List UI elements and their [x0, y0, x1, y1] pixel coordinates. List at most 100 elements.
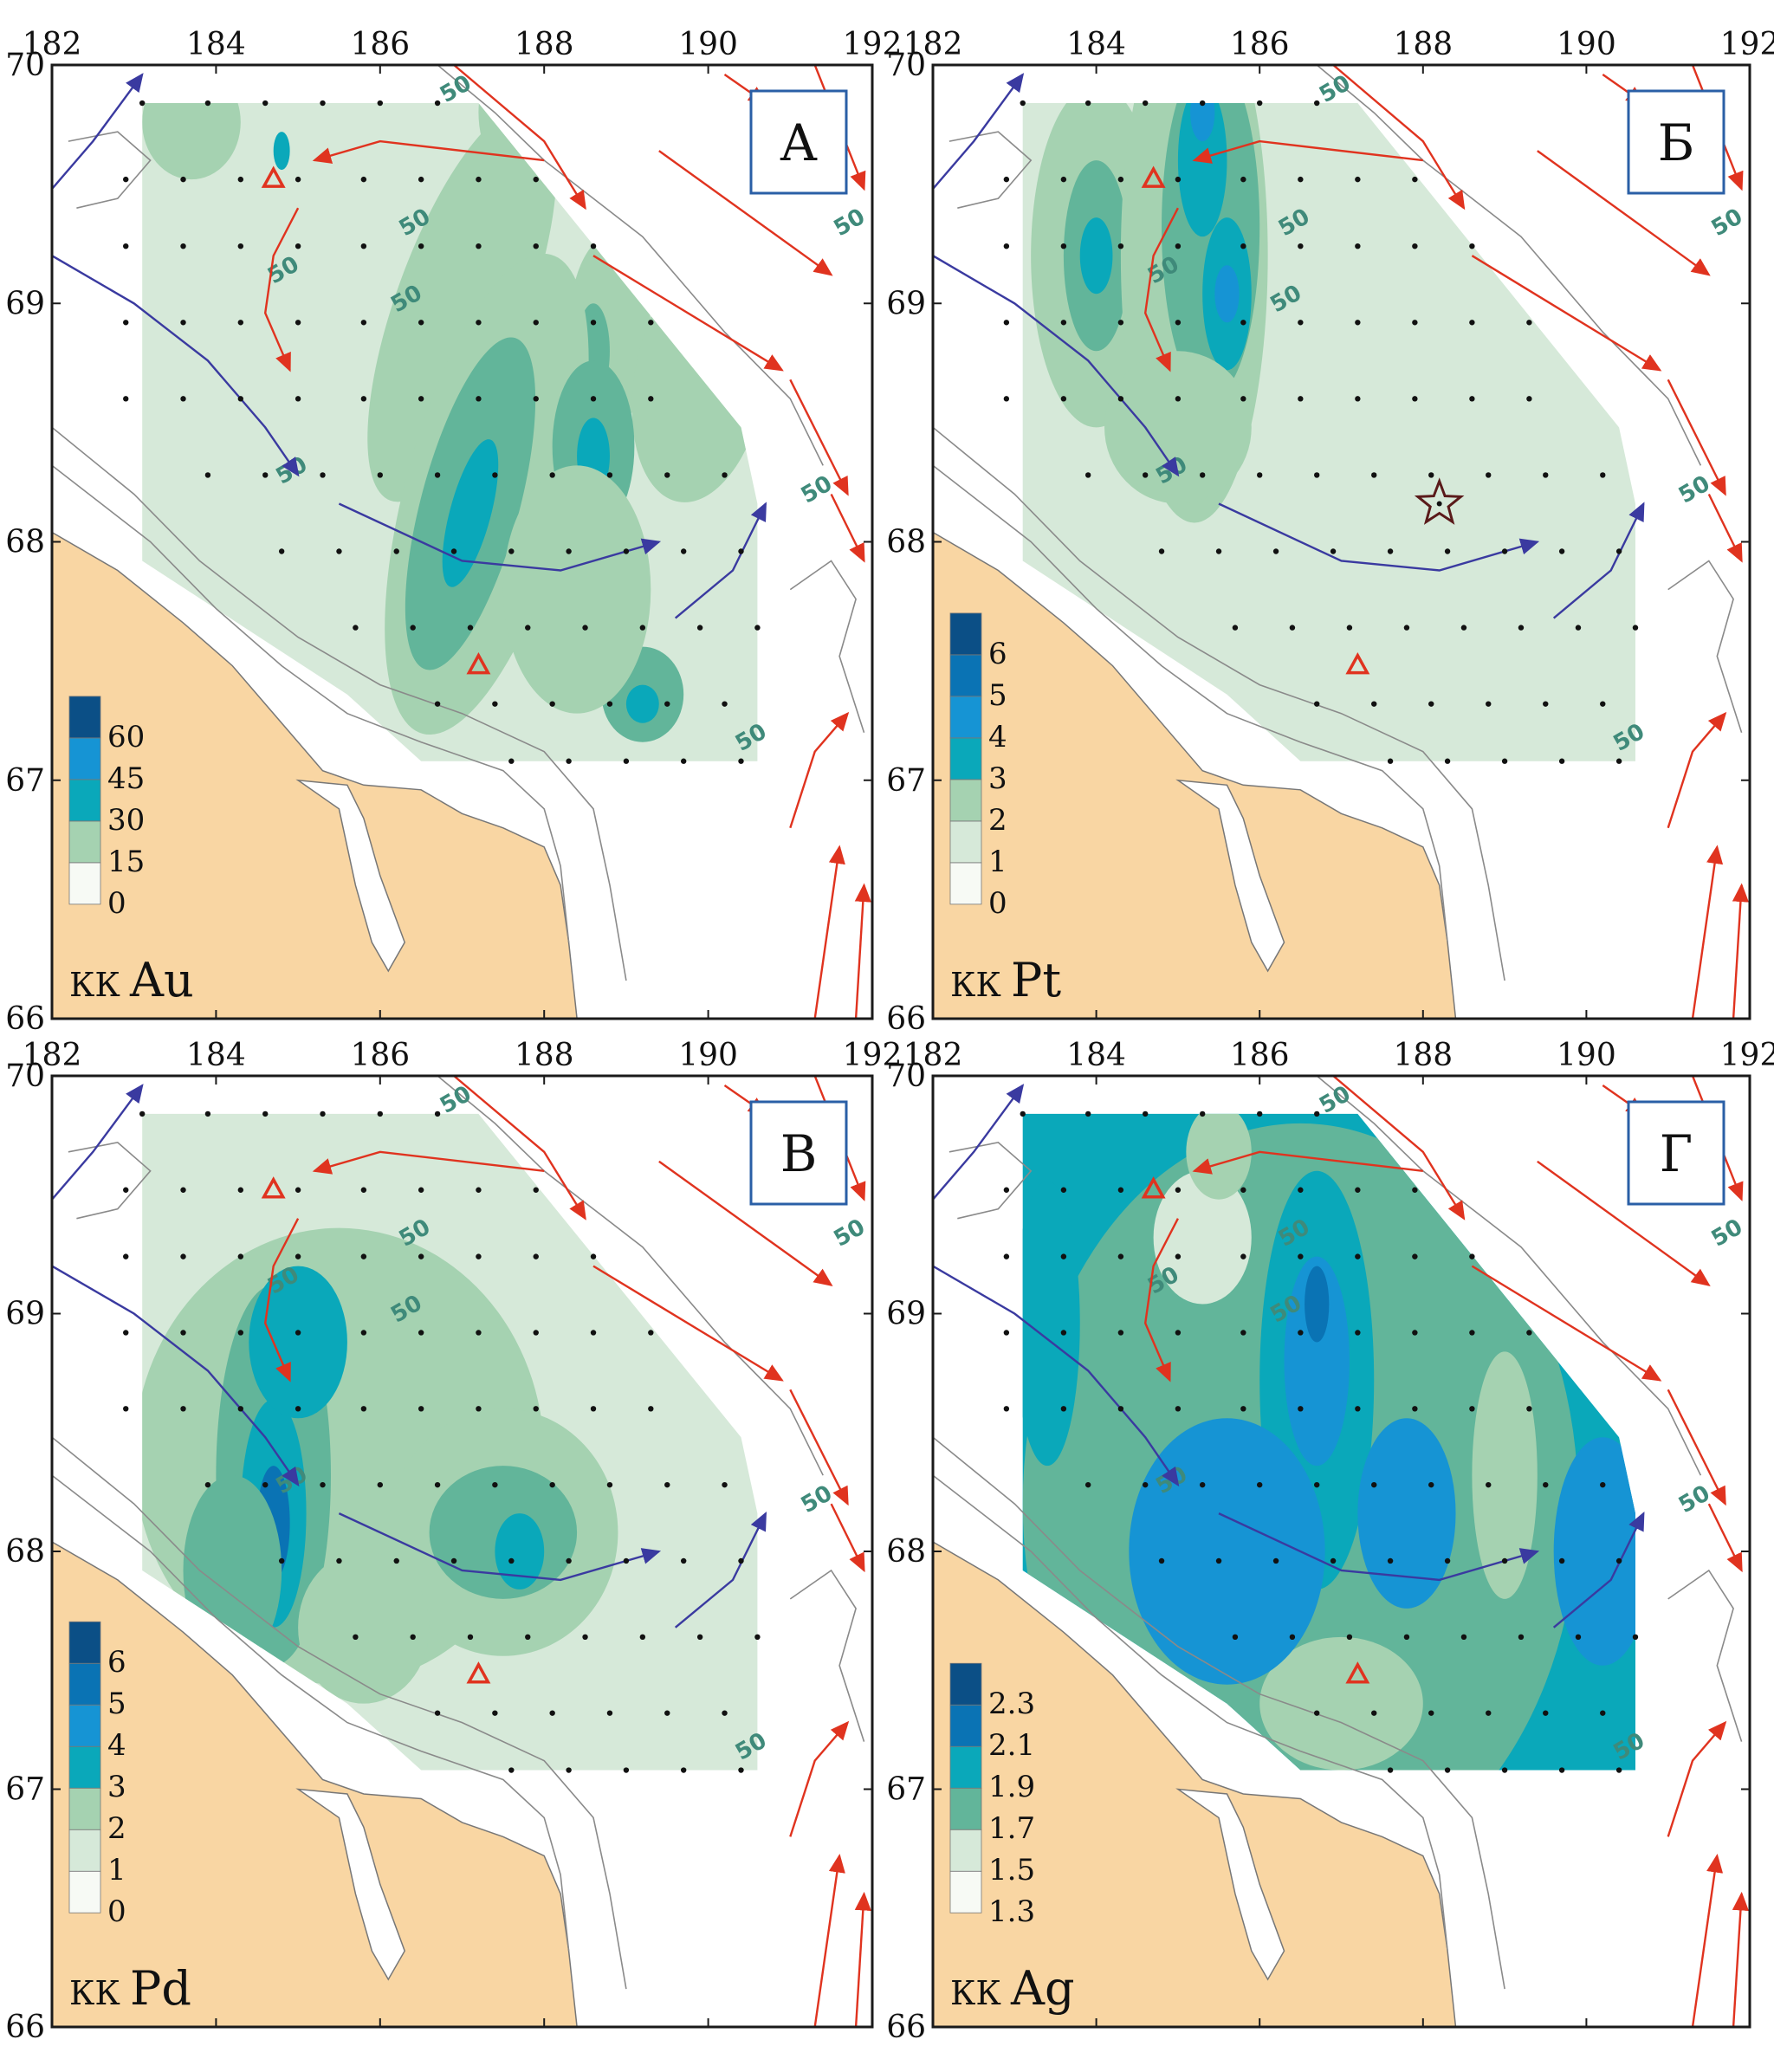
isobath-line: [437, 1076, 824, 1476]
sampling-station: [664, 1710, 670, 1716]
warm-current-arrow: [1192, 139, 1423, 164]
sampling-station: [476, 1187, 482, 1193]
x-tick-label: 182: [903, 27, 963, 62]
sampling-station: [1257, 1110, 1263, 1117]
sampling-station: [1142, 1481, 1149, 1488]
sampling-station: [360, 176, 367, 183]
sampling-station: [295, 1187, 301, 1193]
volcano-triangle-marker: [466, 1661, 491, 1684]
warm-current-arrow: [263, 1218, 300, 1382]
sampling-station: [738, 1767, 744, 1773]
isobath-line: [1667, 560, 1743, 733]
legend-swatch: [68, 1870, 101, 1913]
sampling-station: [1314, 701, 1320, 707]
x-tick-label: 186: [1230, 27, 1290, 62]
warm-current-arrow: [813, 845, 845, 1019]
anomaly-contour: [502, 465, 651, 714]
sampling-station: [123, 1330, 129, 1336]
anomaly-contour: [625, 684, 659, 723]
sampling-station: [1199, 1110, 1206, 1117]
sampling-station: [1412, 320, 1418, 326]
sampling-station: [360, 1187, 367, 1193]
sampling-station: [418, 396, 424, 402]
sampling-station: [1412, 396, 1418, 402]
legend-tick-label: 1.5: [988, 1853, 1035, 1887]
panel-letter: В: [780, 1124, 818, 1183]
sampling-station: [418, 1253, 424, 1259]
anomaly-contour: [1022, 1180, 1080, 1467]
sampling-station: [1199, 472, 1206, 478]
sampling-station: [204, 1110, 211, 1117]
x-tick-label: 190: [1557, 27, 1616, 62]
warm-current-arrow: [1332, 1076, 1466, 1221]
sampling-station: [1175, 1406, 1182, 1412]
sampling-station: [1020, 100, 1026, 107]
sampling-station: [1632, 1634, 1639, 1641]
sampling-station: [1469, 1330, 1475, 1336]
legend-tick-label: 4: [988, 720, 1007, 754]
cold-current-arrow: [933, 1265, 1180, 1487]
sampling-station: [410, 1634, 416, 1641]
warm-current-arrow: [789, 1720, 850, 1837]
warm-current-arrow: [453, 1076, 586, 1221]
sampling-station: [623, 548, 630, 554]
sampling-station: [680, 1557, 687, 1564]
sampling-station: [295, 320, 301, 326]
warm-current-arrow: [854, 1891, 871, 2027]
sampling-station: [590, 1406, 597, 1412]
sampling-station: [1232, 625, 1239, 631]
sampling-station: [582, 1634, 588, 1641]
sampling-station: [1387, 1767, 1394, 1773]
sampling-station: [1215, 1557, 1222, 1564]
y-tick-label: 66: [5, 1001, 45, 1037]
sampling-station: [566, 548, 572, 554]
legend-swatch: [68, 820, 101, 864]
sampling-station: [1298, 243, 1304, 249]
sampling-station: [1412, 1253, 1418, 1259]
legend-swatch: [949, 612, 982, 656]
sampling-station: [278, 1557, 285, 1564]
sampling-station: [606, 1710, 613, 1716]
sampling-station: [139, 100, 146, 107]
sampling-station: [1240, 176, 1246, 183]
sampling-station: [738, 1557, 744, 1564]
legend-tick-label: 1.3: [988, 1894, 1035, 1929]
sampling-station: [566, 1557, 572, 1564]
sampling-station: [410, 625, 416, 631]
x-tick-label: 192: [1720, 1038, 1774, 1073]
sampling-station: [664, 1481, 670, 1488]
x-tick-label: 192: [843, 1038, 903, 1073]
legend-element-label: Pd: [130, 1961, 191, 2016]
sampling-station: [1460, 625, 1467, 631]
sampling-station: [1543, 1481, 1549, 1488]
y-tick-label: 67: [5, 763, 45, 799]
sampling-station: [1060, 1330, 1067, 1336]
panel-letter-box: [749, 89, 848, 195]
sampling-station: [278, 548, 285, 554]
sampling-station: [549, 701, 555, 707]
x-tick-label: 192: [843, 27, 903, 62]
sampling-station: [204, 1481, 211, 1488]
warm-current-arrow: [1732, 1891, 1749, 2027]
warm-current-arrow: [830, 493, 865, 563]
sampling-station: [1428, 1710, 1434, 1716]
sampling-station: [434, 701, 441, 707]
sampling-station: [1355, 176, 1361, 183]
sampling-station: [639, 625, 646, 631]
isobath-line: [68, 1142, 152, 1220]
sampling-station: [1240, 1187, 1246, 1193]
sampling-station: [1003, 243, 1010, 249]
sampling-station: [1486, 1481, 1492, 1488]
cold-current-arrow: [338, 502, 662, 572]
sampling-station: [1158, 1557, 1165, 1564]
anomaly-contour: [1129, 1418, 1325, 1685]
sampling-station: [1526, 396, 1532, 402]
sampling-station: [508, 548, 515, 554]
legend-kk-label: КК: [950, 966, 1001, 1004]
sampling-station: [1543, 472, 1549, 478]
sampling-station: [237, 396, 244, 402]
isobath-line: [1316, 1076, 1702, 1476]
panel-letter-box: [749, 1100, 848, 1206]
sampling-station: [1615, 1557, 1622, 1564]
sampling-station: [623, 1557, 630, 1564]
